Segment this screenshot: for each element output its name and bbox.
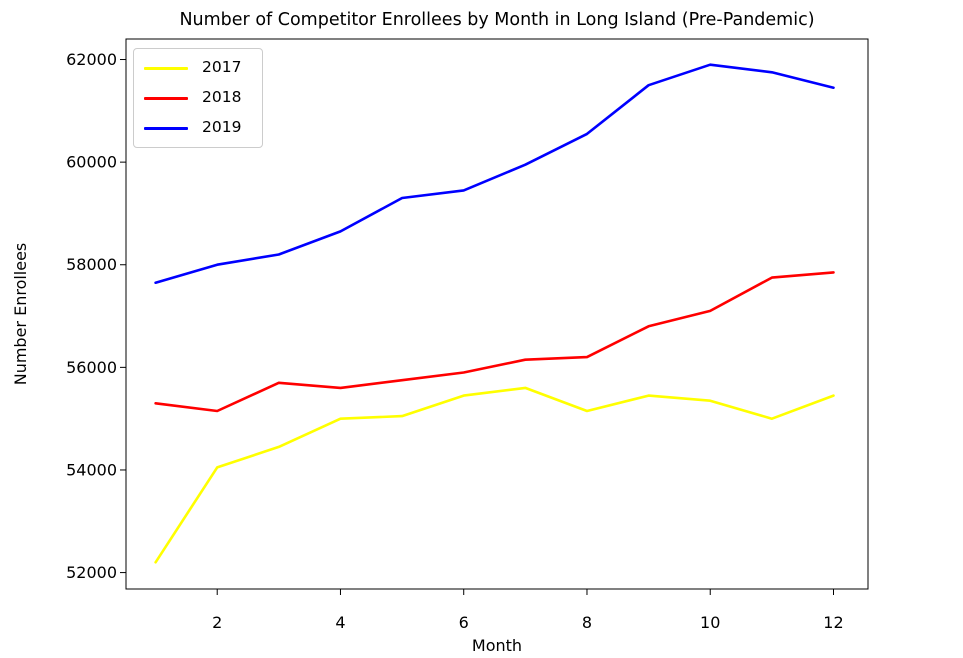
line-2017 [154,386,835,564]
legend: 2017 2018 2019 [133,48,263,148]
y-tick-label: 56000 [66,358,117,377]
y-tick-label: 62000 [66,50,117,69]
x-tick-label: 12 [823,613,843,632]
legend-item-2018: 2018 [134,90,262,106]
legend-label-2017: 2017 [202,58,242,77]
legend-label-2019: 2019 [202,118,242,137]
x-axis-label: Month [472,636,522,655]
x-tick-label: 8 [582,613,592,632]
y-tick-label: 58000 [66,255,117,274]
line-2019 [154,63,835,285]
legend-item-2019: 2019 [134,120,262,136]
legend-line-swatch-2018 [144,96,188,100]
legend-line-swatch-2017 [144,66,188,70]
y-tick-label: 60000 [66,153,117,172]
y-tick-label: 54000 [66,460,117,479]
x-tick-label: 4 [335,613,345,632]
x-tick-label: 10 [700,613,720,632]
x-tick-label: 2 [212,613,222,632]
plot-spines [125,38,869,590]
legend-line-swatch-2019 [144,126,188,130]
line-2018 [154,271,835,413]
y-axis-label: Number Enrollees [11,243,30,386]
x-tick-label: 6 [459,613,469,632]
series-layer [154,63,835,564]
legend-item-2017: 2017 [134,60,262,76]
axes-layer: 2 4 6 8 10 12 52000 54000 56000 58000 60000 62000 [66,38,869,632]
y-tick-label: 52000 [66,563,117,582]
legend-label-2018: 2018 [202,88,242,107]
chart-title: Number of Competitor Enrollees by Month … [179,10,814,30]
